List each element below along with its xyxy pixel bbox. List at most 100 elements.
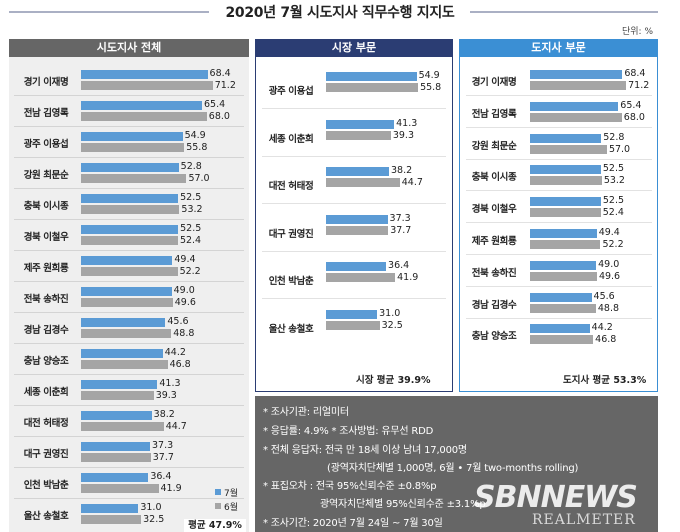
row-label: 경기 이재명 xyxy=(471,77,517,88)
value-jul: 37.3 xyxy=(152,440,174,451)
row-separator xyxy=(14,188,244,189)
title-rule-right xyxy=(470,11,658,13)
value-jun: 57.0 xyxy=(188,173,210,184)
row-label: 전북 송하진 xyxy=(23,294,69,305)
value-jul: 41.3 xyxy=(396,117,418,129)
value-jul: 38.2 xyxy=(391,165,413,177)
bar-jul xyxy=(81,442,150,451)
row-separator xyxy=(14,281,244,282)
bar-jun xyxy=(81,112,207,121)
panel-governor-header: 도지사 부문 xyxy=(459,39,658,57)
legend-jul-label: 7월 xyxy=(224,489,239,499)
legend-jun-label: 6월 xyxy=(224,503,239,513)
bar-jun xyxy=(530,208,601,218)
bar-jul xyxy=(530,197,601,207)
bar-jul xyxy=(81,132,183,141)
watermark-logo-text: SBNNEWS xyxy=(474,480,638,515)
panel-all-header: 시도지사 전체 xyxy=(9,39,249,57)
value-jul: 36.4 xyxy=(388,260,410,272)
value-jun: 52.4 xyxy=(602,207,624,219)
value-jun: 46.8 xyxy=(169,359,191,370)
value-jul: 68.4 xyxy=(209,68,231,79)
value-jul: 52.5 xyxy=(180,192,202,203)
row-label: 충북 이시종 xyxy=(471,172,517,184)
bar-jul xyxy=(530,324,590,334)
note-sampling-error-detail: 광역자치단체별 95%신뢰수준 ±3.1%p xyxy=(320,499,486,510)
value-jun: 39.3 xyxy=(392,129,414,141)
bar-jun xyxy=(326,321,380,330)
bar-jun xyxy=(81,174,187,183)
bar-jun xyxy=(81,329,172,338)
row-separator xyxy=(262,250,446,252)
row-label: 인천 박남춘 xyxy=(23,480,69,491)
row-separator xyxy=(14,405,244,406)
bar-jul xyxy=(530,292,592,302)
bar-jul xyxy=(81,163,179,172)
row-separator xyxy=(466,95,652,96)
bar-jul xyxy=(81,101,202,110)
bar-jun xyxy=(81,81,213,90)
row-label: 세종 이춘희 xyxy=(268,133,314,145)
bar-jul xyxy=(81,380,158,389)
bar-jul xyxy=(530,70,623,79)
value-jun: 49.6 xyxy=(598,270,621,282)
value-jul: 52.8 xyxy=(180,161,202,172)
value-jun: 52.2 xyxy=(179,266,201,277)
row-separator xyxy=(14,467,244,468)
value-jun: 53.2 xyxy=(181,204,203,215)
value-jul: 65.4 xyxy=(203,99,226,110)
bar-jul xyxy=(81,287,172,296)
value-jul: 45.6 xyxy=(593,290,615,302)
row-label: 대전 허태정 xyxy=(23,418,69,429)
value-jul: 52.5 xyxy=(180,223,202,234)
row-label: 경북 이철우 xyxy=(23,232,69,243)
bar-jul xyxy=(530,133,602,143)
row-label: 광주 이용섭 xyxy=(268,86,314,97)
bar-jun xyxy=(81,515,142,524)
value-jul: 52.8 xyxy=(603,131,625,143)
bar-jun xyxy=(326,83,419,92)
row-label: 제주 원희룡 xyxy=(471,236,517,247)
row-label: 충북 이시종 xyxy=(23,201,69,212)
average-governor: 도지사 평균 53.3% xyxy=(563,375,647,386)
value-jul: 38.2 xyxy=(153,409,175,420)
row-separator xyxy=(14,126,244,127)
bar-jun xyxy=(81,422,164,431)
row-label: 경남 김경수 xyxy=(23,325,69,336)
value-jul: 31.0 xyxy=(379,308,401,319)
bar-jun xyxy=(81,360,168,369)
value-jul: 37.3 xyxy=(389,212,411,224)
value-jun: 52.4 xyxy=(179,235,202,246)
bar-jun xyxy=(530,335,594,345)
note-agency: * 조사기관: 리얼미터 xyxy=(263,407,349,418)
row-label: 경북 이철우 xyxy=(471,204,517,216)
value-jun: 53.2 xyxy=(603,175,625,187)
survey-notes-box xyxy=(255,396,658,532)
row-label: 전북 송하진 xyxy=(471,267,517,279)
bar-jun xyxy=(326,130,391,140)
value-jul: 52.5 xyxy=(602,163,625,175)
bar-jul xyxy=(81,318,166,327)
row-label: 충남 양승조 xyxy=(23,356,69,367)
bar-jun xyxy=(81,143,185,152)
row-separator xyxy=(466,126,652,128)
note-respondents: * 전체 응답자: 전국 만 18세 이상 남녀 17,000명 xyxy=(263,445,467,456)
value-jun: 57.0 xyxy=(608,143,631,155)
bar-jun xyxy=(530,176,602,186)
note-respondents-detail: (광역자치단체별 1,000명, 6월 • 7월 two-months roll… xyxy=(327,463,579,474)
value-jul: 68.4 xyxy=(624,68,646,79)
value-jul: 49.0 xyxy=(598,258,620,270)
bar-jun xyxy=(81,453,151,462)
bar-jun xyxy=(326,225,389,235)
row-separator xyxy=(262,155,446,157)
row-separator xyxy=(14,343,244,344)
bar-jul xyxy=(326,167,390,177)
bar-jun xyxy=(326,178,400,188)
bar-jul xyxy=(81,473,149,482)
note-sampling-error: * 표집오차 : 전국 95%신뢰수준 ±0.8%p xyxy=(263,481,437,492)
row-separator xyxy=(14,250,244,251)
row-separator xyxy=(466,190,652,192)
value-jun: 41.9 xyxy=(397,272,419,284)
average-mayor: 시장 평균 39.9% xyxy=(356,375,431,386)
value-jun: 44.7 xyxy=(165,421,187,432)
